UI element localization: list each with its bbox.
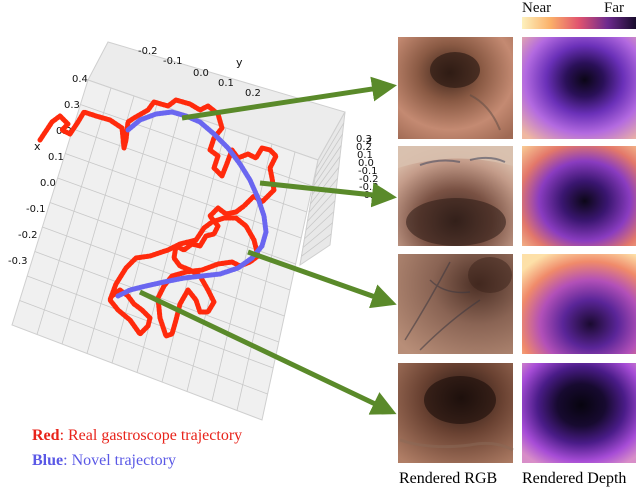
y-tick: 0.0 <box>193 68 209 79</box>
legend-red-key: Red <box>32 427 60 444</box>
trajectory-3d-plot: y -0.2 -0.1 0.0 0.1 0.2 x 0.4 0.3 0.2 0.… <box>8 41 380 469</box>
y-tick: -0.1 <box>163 56 183 67</box>
rendered-depth-image <box>522 363 636 463</box>
rendered-depth-image <box>522 146 636 246</box>
caption-rendered-depth: Rendered Depth <box>522 470 626 487</box>
depth-colorbar: Near Far <box>522 0 636 29</box>
grid-line <box>316 122 345 169</box>
y-tick: -0.2 <box>138 46 158 57</box>
z-tick: -0.3 <box>359 182 379 193</box>
rendered-depth-column <box>522 37 636 463</box>
arrow <box>138 289 397 415</box>
legend-red-text: : Real gastroscope trajectory <box>60 427 243 444</box>
colorbar-gradient <box>522 17 636 29</box>
colorbar-near-label: Near <box>522 0 551 16</box>
x-tick: -0.3 <box>8 256 28 267</box>
legend-blue-text: : Novel trajectory <box>63 452 176 469</box>
grid-line <box>42 226 285 317</box>
x-tick: 0.0 <box>40 178 56 189</box>
legend: Red: Real gastroscope trajectory Blue: N… <box>32 427 242 469</box>
grid-line <box>308 178 338 213</box>
grid-line <box>310 167 340 204</box>
caption-rendered-rgb: Rendered RGB <box>399 470 497 487</box>
x-tick: 0.4 <box>72 74 88 85</box>
grid-line <box>304 211 335 240</box>
grid-line <box>305 200 336 231</box>
grid-line <box>313 145 342 187</box>
legend-red-entry: Red: Real gastroscope trajectory <box>32 427 242 444</box>
rendered-rgb-column <box>398 37 514 463</box>
grid-line <box>19 300 268 395</box>
real-trajectory-series <box>37 97 279 339</box>
colorbar-far-label: Far <box>604 0 624 16</box>
z-tick: -0.2 <box>359 174 379 185</box>
arrow <box>181 76 397 121</box>
rendered-depth-image <box>522 37 636 139</box>
rendered-rgb-image <box>398 254 513 354</box>
arrow <box>247 249 397 309</box>
z-tick: 0.3 <box>356 134 372 145</box>
arrow <box>259 180 397 208</box>
grid-line <box>302 222 333 248</box>
grid-line <box>211 143 273 402</box>
z-tick: 0.2 <box>356 142 372 153</box>
y-tick: 0.1 <box>218 78 234 89</box>
y-axis-label: y <box>236 56 243 69</box>
legend-blue-key: Blue <box>32 452 63 469</box>
grid-line <box>301 233 332 257</box>
pointer-arrows <box>138 76 397 415</box>
x-tick: 0.1 <box>48 152 64 163</box>
novel-trajectory-series <box>115 109 269 299</box>
rendered-depth-image <box>522 254 636 354</box>
grid-line <box>307 189 337 222</box>
z-tick: -0.1 <box>358 166 378 177</box>
grid-line <box>314 133 343 178</box>
x-tick: -0.2 <box>18 230 38 241</box>
legend-blue-entry: Blue: Novel trajectory <box>32 452 176 469</box>
z-tick: 0.0 <box>358 158 374 169</box>
x-axis-label: x <box>34 140 41 153</box>
z-tick: 0.1 <box>357 150 373 161</box>
grid-line <box>236 151 296 411</box>
rendered-rgb-image <box>398 37 513 139</box>
z-axis-label: z <box>366 134 372 147</box>
x-tick: 0.3 <box>64 100 80 111</box>
x-tick: -0.1 <box>26 204 46 215</box>
y-tick: 0.2 <box>245 88 261 99</box>
rendered-rgb-image <box>398 146 513 246</box>
rendered-rgb-image <box>398 363 514 463</box>
